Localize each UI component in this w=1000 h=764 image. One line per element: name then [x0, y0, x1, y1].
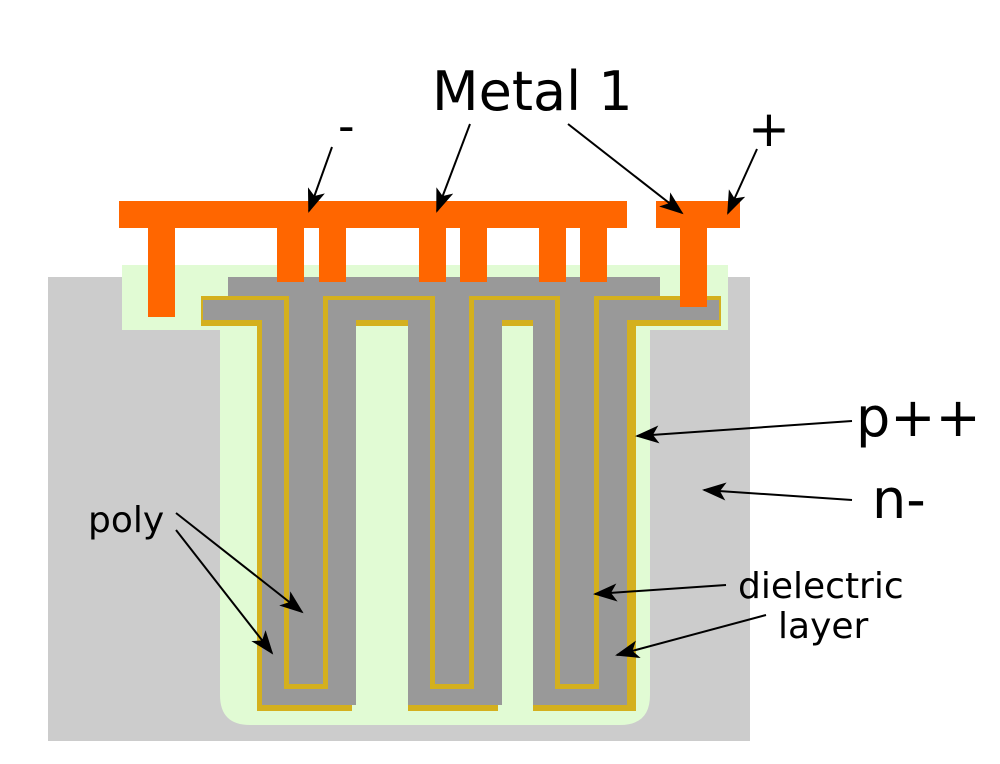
poly-electrode: [201, 277, 721, 711]
label-poly: poly: [88, 500, 164, 541]
annotation-arrows: [175, 123, 853, 658]
arrow-poly-upper: [175, 512, 304, 614]
arrow-dielectric-upper: [593, 583, 727, 602]
label-dielectric-line1: dielectric: [738, 566, 904, 607]
arrow-minus: [307, 146, 333, 213]
arrow-metal1-center: [436, 123, 471, 213]
arrow-poly-lower: [175, 529, 274, 655]
label-plus-terminal: +: [748, 100, 790, 158]
arrow-dielectric-lower: [615, 614, 767, 658]
label-metal1: Metal 1: [432, 60, 633, 123]
label-n-minus: n-: [872, 468, 926, 531]
arrow-metal1-right: [567, 123, 684, 215]
arrow-p-plus-plus: [635, 420, 853, 444]
label-dielectric-line2: layer: [778, 606, 869, 647]
label-minus-terminal: -: [338, 99, 355, 153]
metal1-minus-terminal: [119, 201, 627, 317]
arrow-n-minus: [702, 482, 853, 501]
label-p-plus-plus: p++: [856, 386, 981, 449]
arrow-plus: [727, 148, 758, 215]
